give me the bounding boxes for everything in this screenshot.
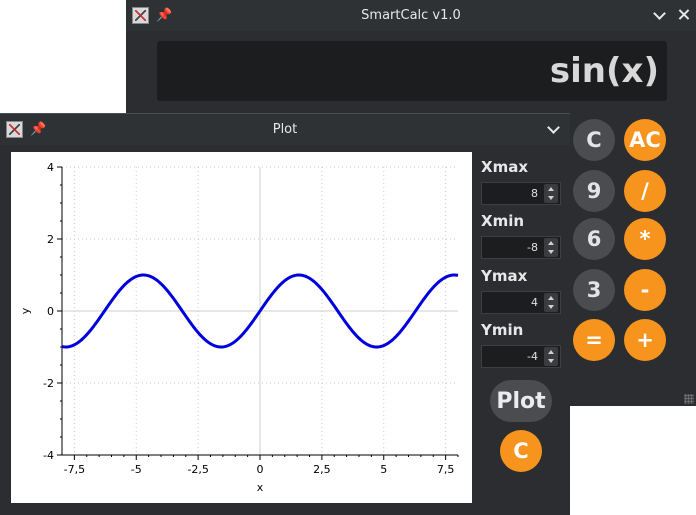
pin-icon[interactable]: 📌 [30,122,47,137]
clear-plot-button[interactable]: C [500,430,542,472]
plot-title: Plot [272,122,298,137]
y-tick-label: -2 [43,377,54,390]
tick-labels: -7,5 -5 -2,5 0 2,5 5 7,5 -4 -2 0 2 4 [43,161,454,476]
y-axis-label: y [19,307,32,314]
y-tick-label: 0 [47,305,54,318]
x-tick-label: -2,5 [187,463,208,476]
app-icon [132,7,149,24]
y-tick-label: -4 [43,449,54,462]
ymin-value: -4 [527,350,538,363]
spin-up-icon[interactable] [544,347,558,356]
pin-icon[interactable]: 📌 [156,8,173,23]
function-graph: -7,5 -5 -2,5 0 2,5 5 7,5 -4 -2 0 2 4 x y [19,161,459,494]
calculator-title: SmartCalc v1.0 [361,8,461,23]
ymin-spinbox[interactable]: -4 [481,345,561,368]
chevron-down-icon[interactable] [653,9,665,21]
all-clear-button[interactable]: AC [624,119,666,161]
ymax-label: Ymax [481,267,528,285]
xmax-label: Xmax [481,158,528,176]
spin-up-icon[interactable] [544,238,558,247]
spin-down-icon[interactable] [544,248,558,257]
divide-button[interactable]: / [624,170,666,212]
spin-down-icon[interactable] [544,194,558,203]
plot-window: 📌 Plot -7,5 -5 -2,5 0 2,5 5 7,5 -4 -2 0 2 4 x y Xma… [0,113,570,515]
xmin-spinbox[interactable]: -8 [481,236,561,259]
subtract-button[interactable]: - [624,269,666,311]
plot-button[interactable]: Plot [490,380,552,422]
spin-down-icon[interactable] [544,357,558,366]
x-axis-label: x [257,481,264,494]
series-line-sin-x [61,273,459,349]
digit-6-button[interactable]: 6 [573,218,615,260]
spin-up-icon[interactable] [544,293,558,302]
xmax-spinbox[interactable]: 8 [481,182,561,205]
clear-entry-button[interactable]: C [573,119,615,161]
x-tick-label: -7,5 [64,463,85,476]
x-tick-label: 7,5 [437,463,455,476]
plot-area[interactable]: -7,5 -5 -2,5 0 2,5 5 7,5 -4 -2 0 2 4 x y [11,152,472,503]
x-tick-label: 2,5 [313,463,331,476]
close-icon[interactable] [677,7,691,23]
add-button[interactable]: + [624,319,666,361]
xmin-value: -8 [527,241,538,254]
digit-9-button[interactable]: 9 [573,170,615,212]
calculator-titlebar: 📌 SmartCalc v1.0 [126,0,696,31]
y-tick-label: 4 [47,161,54,174]
spin-down-icon[interactable] [544,303,558,312]
x-tick-label: -5 [131,463,142,476]
plot-titlebar: 📌 Plot [0,114,570,145]
equals-button[interactable]: = [573,319,615,361]
xmax-value: 8 [531,187,538,200]
x-tick-label: 0 [257,463,264,476]
expression-display: sin(x) [157,41,667,101]
ymax-spinbox[interactable]: 4 [481,291,561,314]
app-icon [6,121,23,138]
digit-3-button[interactable]: 3 [573,269,615,311]
xmin-label: Xmin [481,212,525,230]
resize-grip[interactable] [684,394,694,404]
spin-up-icon[interactable] [544,184,558,193]
multiply-button[interactable]: * [624,218,666,260]
x-tick-label: 5 [380,463,387,476]
y-tick-label: 2 [47,233,54,246]
tick-marks [57,166,459,460]
ymax-value: 4 [531,296,538,309]
ymin-label: Ymin [481,321,524,339]
chevron-down-icon[interactable] [547,123,559,135]
